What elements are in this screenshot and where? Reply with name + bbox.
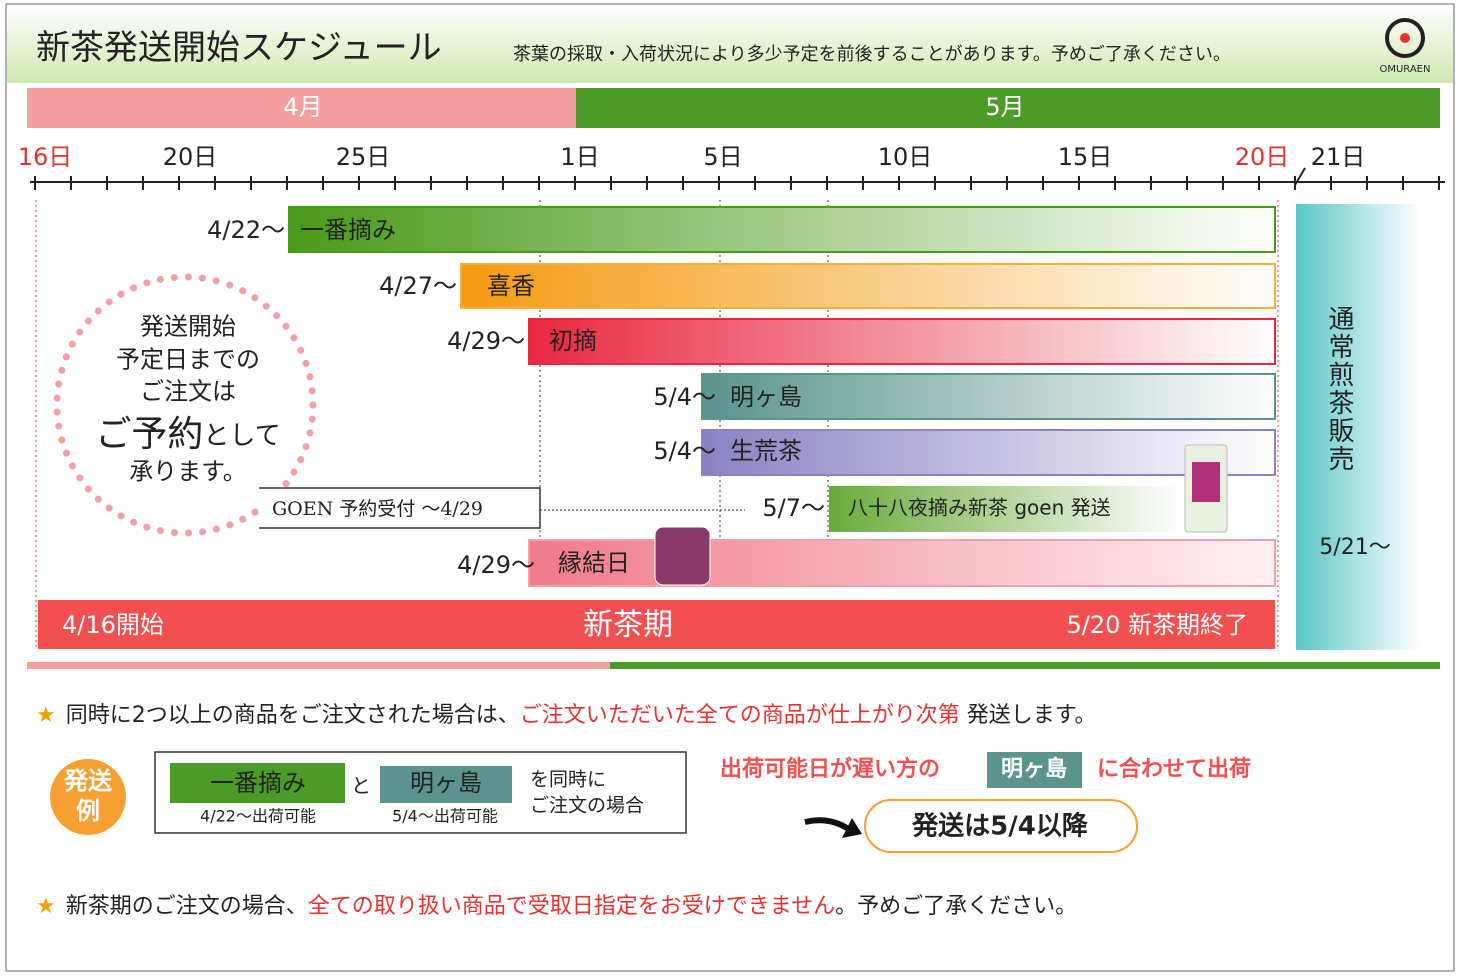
month-may: [576, 88, 1440, 128]
bar-name: 一番摘み: [300, 216, 396, 244]
product-label: [1192, 462, 1220, 502]
day-label: 1日: [560, 143, 599, 171]
bar-start: 4/27〜: [379, 272, 457, 300]
condition: を同時に: [530, 769, 606, 791]
day-label: 10日: [878, 143, 933, 171]
item-box: [987, 752, 1082, 788]
circle-text: ご予約として: [95, 414, 280, 455]
month-april: [27, 88, 576, 128]
header-note: 茶葉の採取・入荷状況により多少予定を前後することがあります。予めご了承ください。: [513, 44, 1231, 65]
title: 新茶発送開始スケジュール: [36, 28, 442, 68]
arrow: [804, 817, 852, 833]
bar-start: 5/4〜: [653, 383, 716, 411]
note-text: 発送します。: [960, 703, 1097, 728]
rule: 出荷可能日が遅い方の: [720, 756, 940, 782]
circle-big: ご予約: [95, 414, 203, 455]
circle-text: 予定日までの: [116, 346, 260, 374]
regular-start: 5/21〜: [1319, 535, 1390, 560]
day-label: 20日: [1235, 143, 1290, 171]
month-label: 4月: [283, 93, 322, 121]
season-end: 5/20 新茶期終了: [1066, 611, 1248, 639]
reserve-box: [259, 487, 541, 529]
regular-name: 通常煎茶販売: [1324, 305, 1354, 473]
example-badge: [50, 759, 126, 835]
bar-name: 喜香: [487, 272, 535, 300]
rule: に合わせて出荷: [1097, 756, 1251, 782]
circle-text: ご注文は: [140, 378, 236, 406]
star: ★: [36, 703, 56, 728]
bar: [829, 486, 1180, 532]
bar: [701, 429, 1276, 476]
circle-text: 発送開始: [140, 313, 236, 341]
bar-start: 5/7〜: [762, 494, 825, 522]
day-label: 25日: [336, 143, 391, 171]
bar-start: 4/22〜: [207, 216, 285, 244]
item-note: 4/22〜出荷可能: [200, 807, 316, 826]
note-red: ご注文いただいた全ての商品が仕上がり次第: [520, 703, 960, 728]
bar: [288, 206, 1276, 253]
note: ★ 同時に2つ以上の商品をご注文された場合は、ご注文いただいた全ての商品が仕上がり…: [36, 703, 1097, 728]
logo-mark: [1385, 18, 1425, 58]
break-mark: [1294, 167, 1306, 186]
arrowhead: [842, 818, 862, 838]
day-label: 15日: [1058, 143, 1113, 171]
circle-text: 承ります。: [129, 458, 247, 486]
bar: [460, 263, 1276, 309]
bar-name: 縁結日: [558, 549, 630, 577]
frame: [5, 3, 1455, 972]
product-image: [654, 526, 711, 586]
logo-text: OMURAEN: [1379, 64, 1430, 75]
divider: [27, 662, 610, 669]
note-text: 同時に2つ以上の商品をご注文された場合は、: [66, 703, 520, 728]
bar-start: 4/29〜: [447, 327, 525, 355]
result-box: [864, 799, 1138, 853]
star: ★: [36, 894, 56, 919]
bar: [701, 373, 1276, 420]
note-red: 全ての取り扱い商品で受取日指定をお受けできません: [308, 894, 835, 919]
day-label: 5日: [703, 143, 742, 171]
item-box: [380, 766, 512, 803]
note-text: 新茶期のご注文の場合、: [66, 894, 308, 919]
day-labels: 16日 20日 25日 1日 5日 10日 15日 20日 21日: [18, 143, 1366, 171]
header-bg: [7, 5, 1453, 83]
bar-start: 5/4〜: [653, 437, 716, 465]
and: と: [351, 774, 371, 798]
bar-name: 初摘: [549, 327, 597, 355]
note: ★ 新茶期のご注文の場合、全ての取り扱い商品で受取日指定をお受けできません。予めご…: [36, 894, 1077, 919]
badge-text: 例: [76, 797, 100, 825]
logo-dot: [1400, 33, 1410, 43]
season-name: 新茶期: [583, 608, 673, 643]
bar-name: 明ヶ島: [730, 383, 802, 411]
bar-name: 八十八夜摘み新茶 goen 発送: [848, 496, 1111, 520]
item-name: 一番摘み: [210, 769, 306, 797]
divider: [610, 662, 1440, 669]
bar: [528, 539, 1276, 587]
item-name: 明ヶ島: [410, 769, 482, 797]
condition: ご注文の場合: [530, 795, 644, 817]
result: 発送は5/4以降: [911, 812, 1089, 842]
season-start: 4/16開始: [62, 611, 164, 639]
badge-text: 発送: [63, 767, 113, 795]
bar-name: 生荒茶: [730, 437, 802, 465]
reserve-circle: [53, 273, 317, 537]
day-label: 20日: [163, 143, 218, 171]
item-note: 5/4〜出荷可能: [392, 807, 498, 826]
season-bar: [38, 600, 1275, 649]
bar: [528, 318, 1276, 365]
bar-start: 4/29〜: [457, 551, 535, 579]
regular-bar: [1296, 204, 1420, 650]
rule-item: 明ヶ島: [1001, 756, 1067, 782]
ticks: [34, 176, 1440, 190]
circle-text: として: [203, 421, 280, 451]
day-label: 16日: [18, 143, 73, 171]
item-box: [170, 763, 345, 803]
month-label: 5月: [985, 93, 1024, 121]
day-label: 21日: [1311, 143, 1366, 171]
reserve-text: GOEN 予約受付 〜4/29: [272, 498, 483, 520]
note-text: 。予めご了承ください。: [835, 894, 1077, 919]
